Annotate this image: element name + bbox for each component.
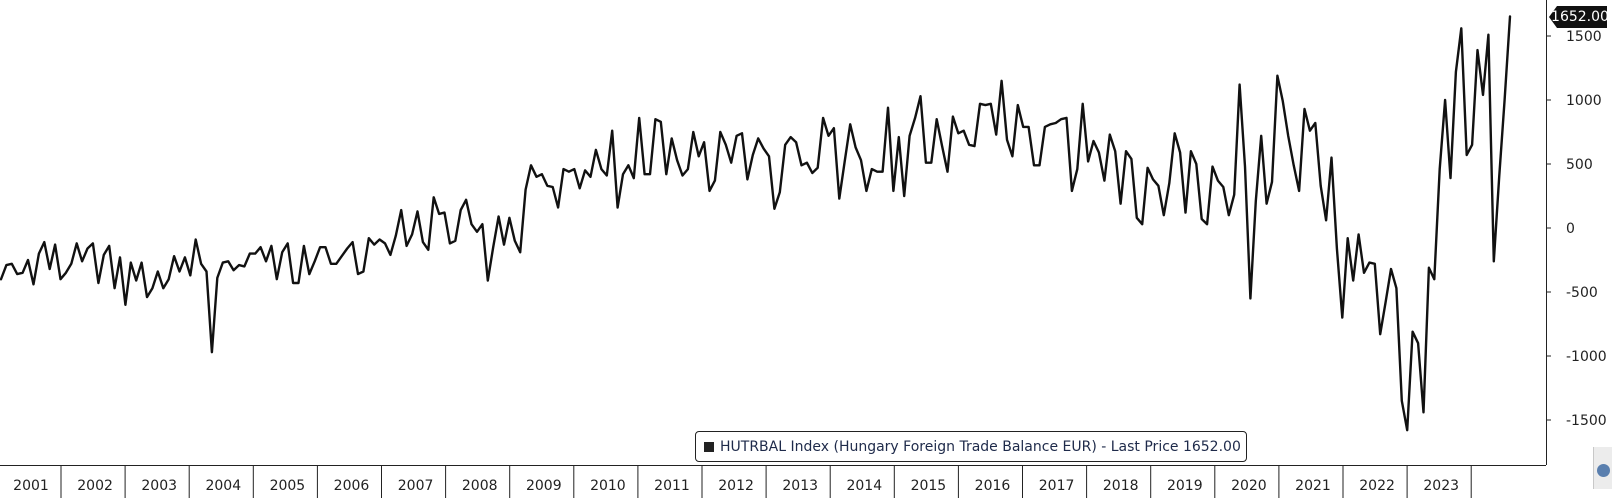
x-tick-label: 2002	[77, 478, 113, 494]
x-tick-label: 2006	[334, 478, 370, 494]
x-tick-label: 2005	[270, 478, 306, 494]
last-price-tag: 1652.00	[1549, 6, 1607, 28]
x-tick-label: 2021	[1295, 478, 1331, 494]
x-tick-label: 2015	[911, 478, 947, 494]
x-tick-label: 2017	[1039, 478, 1075, 494]
last-price-value: 1652.00	[1551, 9, 1609, 25]
x-tick-label: 2018	[1103, 478, 1139, 494]
x-tick-label: 2001	[13, 478, 49, 494]
x-tick-label: 2009	[526, 478, 562, 494]
series-line-hutrbal	[0, 15, 1512, 432]
x-tick-label: 2023	[1423, 478, 1459, 494]
x-tick-label: 2022	[1359, 478, 1395, 494]
x-tick-label: 2013	[782, 478, 818, 494]
y-tick-label: 1500	[1566, 29, 1602, 45]
y-tick-label: -1500	[1566, 413, 1607, 429]
x-tick-label: 2008	[462, 478, 498, 494]
legend-swatch	[704, 441, 714, 452]
x-tick-label: 2003	[141, 478, 177, 494]
chart-options-dot	[1597, 464, 1610, 477]
x-tick-label: 2010	[590, 478, 626, 494]
x-tick-label: 2019	[1167, 478, 1203, 494]
y-tick-label: 1000	[1566, 93, 1602, 109]
x-tick-label: 2007	[398, 478, 434, 494]
y-axis-ticks: 1500 1000 500 0 -500 -1000 -1500	[1546, 29, 1607, 429]
y-tick-label: 500	[1566, 157, 1593, 173]
legend-text: HUTRBAL Index (Hungary Foreign Trade Bal…	[720, 438, 1241, 455]
x-tick-label: 2011	[654, 478, 690, 494]
x-tick-label: 2012	[718, 478, 754, 494]
x-tick-label: 2004	[205, 478, 241, 494]
x-tick-label: 2016	[975, 478, 1011, 494]
chart-options-icon[interactable]	[1593, 447, 1612, 489]
y-tick-label: 0	[1566, 221, 1575, 237]
x-tick-label: 2020	[1231, 478, 1267, 494]
x-axis-ticks: 2001 2002 2003 2004 2005 2006 2007 2008 2009 2010…	[13, 465, 1472, 498]
y-tick-label: -500	[1566, 285, 1598, 301]
chart-legend: HUTRBAL Index (Hungary Foreign Trade Bal…	[695, 431, 1247, 462]
y-tick-label: -1000	[1566, 349, 1607, 365]
x-tick-label: 2014	[846, 478, 882, 494]
